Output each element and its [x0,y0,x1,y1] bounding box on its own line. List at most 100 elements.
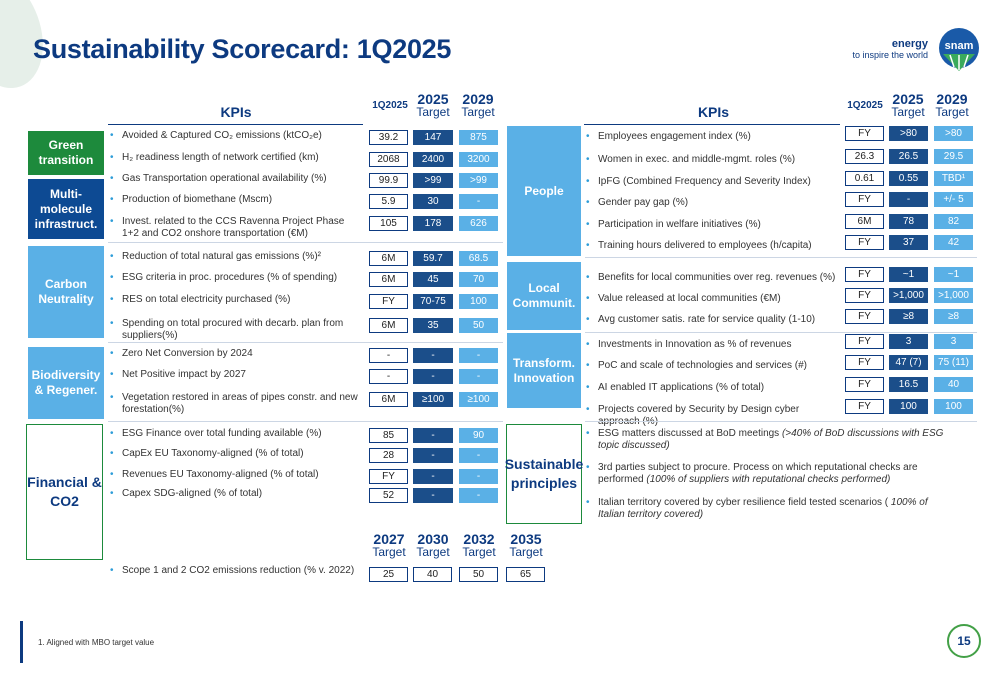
right-kpi-row: • Investments in Innovation as % of reven… [586,339,841,351]
bullet-icon: • [586,240,590,251]
bullet-icon: • [586,339,590,350]
bullet-icon: • [110,251,114,262]
kpi-label: Net Positive impact by 2027 [122,369,246,380]
value-1q2025: 85 [369,428,408,443]
value-2029-target: 40 [934,377,973,392]
value-1q2025: FY [845,309,884,324]
bullet-icon: • [110,272,114,283]
snam-logo: snam [939,28,979,71]
right-kpi-row: • Participation in welfare initiatives (%… [586,219,841,231]
principle-item: • ESG matters discussed at BoD meetings (… [586,428,956,452]
value-2029-target: 82 [934,214,973,229]
bullet-icon: • [110,152,114,163]
value-2029-target: - [459,194,498,209]
value-1q2025: FY [845,267,884,282]
separator [585,421,977,422]
value-2025-target: 0.55 [889,171,928,186]
right-kpi-row: • Avg customer satis. rate for service qu… [586,314,841,326]
bullet-icon: • [586,131,590,142]
value-2029-target: TBD¹ [934,171,973,186]
right-kpi-row: • Training hours delivered to employees (… [586,240,841,252]
bullet-icon: • [110,428,114,439]
page-title: Sustainability Scorecard: 1Q2025 [33,34,452,64]
value-2025-target: 78 [889,214,928,229]
kpi-label: ESG criteria in proc. procedures (% of s… [122,272,338,283]
left-kpi-row: • ESG Finance over total funding availabl… [110,428,360,440]
value-2029-target: 50 [459,318,498,333]
right-kpi-row: • Employees engagement index (%) [586,131,841,143]
scope-target-header: 2035 Target [509,531,543,559]
value-1q2025: FY [845,399,884,414]
kpi-label: Capex SDG-aligned (% of total) [122,488,263,499]
bullet-icon: • [110,369,114,380]
kpi-label: CapEx EU Taxonomy-aligned (% of total) [122,448,304,459]
value-2025-target: - [413,448,453,463]
value-2025-target: 30 [413,194,453,209]
value-2025-target: ~1 [889,267,928,282]
value-2029-target: >99 [459,173,498,188]
footnote: 1. Aligned with MBO target value [38,638,155,647]
right-kpi-row: • Benefits for local communities over reg… [586,272,841,284]
value-2029-target: 100 [459,294,498,309]
value-1q2025: FY [845,377,884,392]
value-2025-target: 59.7 [413,251,453,266]
value-2025-target: 100 [889,399,928,414]
value-2025-target: >99 [413,173,453,188]
bullet-icon: • [586,382,590,393]
kpi-label: Avg customer satis. rate for service qua… [598,314,816,325]
bullet-icon: • [110,448,114,459]
separator [108,421,503,422]
value-2029-target: 75 (11) [934,355,973,370]
kpi-label: AI enabled IT applications (% of total) [598,382,765,393]
principle-text: 3rd parties subject to procure. Process … [598,462,918,485]
bullet-icon: • [110,194,114,205]
principle-text: Italian territory covered by cyber resil… [598,497,928,520]
value-1q2025: - [369,348,408,363]
logo-text: snam [945,40,974,52]
bullet-icon: • [110,488,114,499]
category-local-communities: Local Communit. [507,262,581,330]
right-kpi-row: • IpFG (Combined Frequency and Severity I… [586,176,841,188]
value-2029-target: 29.5 [934,149,973,164]
value-2029-target: 626 [459,216,498,231]
value-1q2025: 6M [369,318,408,333]
left-kpi-row: • ESG criteria in proc. procedures (% of … [110,272,360,284]
left-kpi-row: • Vegetation restored in areas of pipes c… [110,392,360,416]
left-kpi-row: • CapEx EU Taxonomy-aligned (% of total) [110,448,360,460]
bullet-icon: • [586,360,590,371]
kpi-label: Women in exec. and middle-mgmt. roles (%… [598,154,796,165]
value-1q2025: FY [845,355,884,370]
value-1q2025: 99.9 [369,173,408,188]
value-1q2025: 105 [369,216,408,231]
value-2025-target: ≥8 [889,309,928,324]
value-1q2025: 0.61 [845,171,884,186]
right-kpi-row: • Value released at local communities (€M… [586,293,841,305]
value-2025-target: 2400 [413,152,453,167]
value-2029-target: >1,000 [934,288,973,303]
kpi-label: Vegetation restored in areas of pipes co… [122,392,358,415]
bullet-icon: • [110,216,114,227]
value-1q2025: 5.9 [369,194,408,209]
category-transform-innovation: Transform. Innovation [507,333,581,408]
value-2025-target: 16.5 [889,377,928,392]
separator [585,257,977,258]
principle-text: ESG matters discussed at BoD meetings (>… [598,428,944,451]
value-2029-target: - [459,488,498,503]
principle-item: • Italian territory covered by cyber resi… [586,497,956,521]
bullet-icon: • [110,565,114,576]
brand-tagline: energy to inspire the world [852,38,928,60]
bullet-icon: • [586,219,590,230]
value-2029-target: 90 [459,428,498,443]
bullet-icon: • [110,469,114,480]
kpi-label: Reduction of total natural gas emissions… [122,251,321,262]
bullet-icon: • [586,154,590,165]
value-1q2025: 26.3 [845,149,884,164]
value-2025-target: ≥100 [413,392,453,407]
value-1q2025: FY [369,469,408,484]
brand-line-2: to inspire the world [852,50,928,60]
value-2029-target: 68.5 [459,251,498,266]
value-2029-target: 70 [459,272,498,287]
scope-target-value: 25 [369,567,408,582]
value-2029-target: ≥100 [459,392,498,407]
kpi-label: Employees engagement index (%) [598,131,751,142]
